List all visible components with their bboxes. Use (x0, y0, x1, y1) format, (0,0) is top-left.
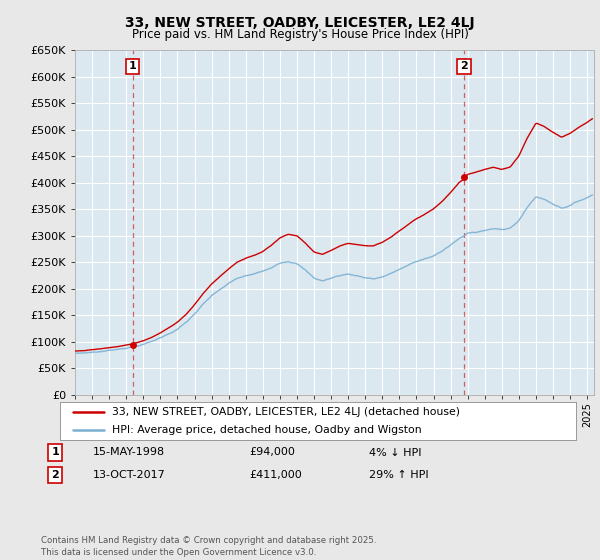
Text: Contains HM Land Registry data © Crown copyright and database right 2025.
This d: Contains HM Land Registry data © Crown c… (41, 536, 376, 557)
Text: 29% ↑ HPI: 29% ↑ HPI (369, 470, 428, 480)
Text: 33, NEW STREET, OADBY, LEICESTER, LE2 4LJ: 33, NEW STREET, OADBY, LEICESTER, LE2 4L… (125, 16, 475, 30)
Text: £411,000: £411,000 (249, 470, 302, 480)
Text: 2: 2 (460, 61, 468, 71)
Text: 13-OCT-2017: 13-OCT-2017 (93, 470, 166, 480)
Text: 4% ↓ HPI: 4% ↓ HPI (369, 447, 421, 458)
Text: HPI: Average price, detached house, Oadby and Wigston: HPI: Average price, detached house, Oadb… (112, 425, 421, 435)
Text: 2: 2 (52, 470, 59, 480)
Text: 1: 1 (52, 447, 59, 458)
Text: £94,000: £94,000 (249, 447, 295, 458)
Text: Price paid vs. HM Land Registry's House Price Index (HPI): Price paid vs. HM Land Registry's House … (131, 28, 469, 41)
Text: 33, NEW STREET, OADBY, LEICESTER, LE2 4LJ (detached house): 33, NEW STREET, OADBY, LEICESTER, LE2 4L… (112, 407, 460, 417)
Text: 15-MAY-1998: 15-MAY-1998 (93, 447, 165, 458)
Text: 1: 1 (128, 61, 136, 71)
